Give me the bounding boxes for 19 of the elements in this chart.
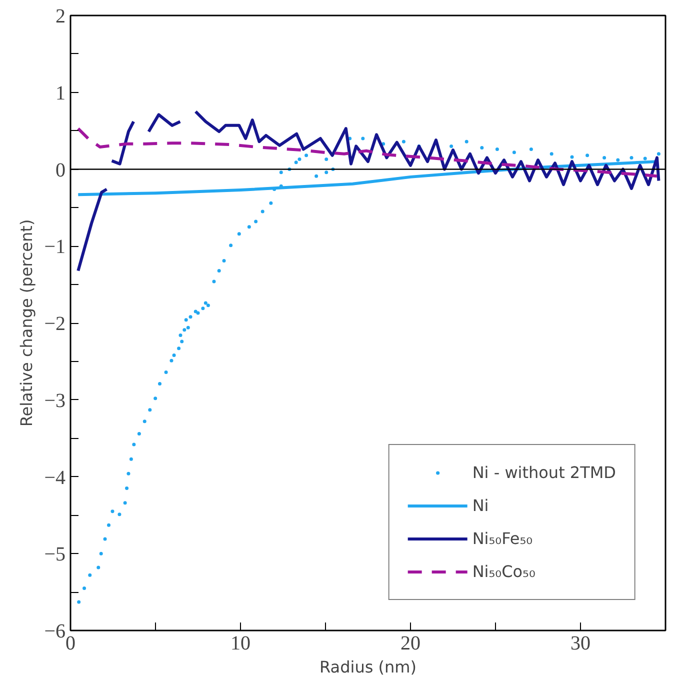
y-tick-label: −3 xyxy=(44,390,66,412)
x-axis-title: Radius (nm) xyxy=(320,658,416,676)
legend-label: Ni₅₀Fe₅₀ xyxy=(472,529,533,548)
line-series xyxy=(76,127,658,178)
y-tick-label: −6 xyxy=(44,620,66,642)
y-tick-label: −4 xyxy=(44,466,66,489)
legend-label: Ni₅₀Co₅₀ xyxy=(472,562,536,581)
legend-label: Ni xyxy=(472,496,490,515)
x-tick-label: 30 xyxy=(570,632,590,654)
y-axis-title: Relative change (percent) xyxy=(17,219,36,427)
y-tick-label: −5 xyxy=(44,544,66,566)
y-tick-label: −2 xyxy=(44,313,66,335)
y-tick-label: 1 xyxy=(56,82,66,104)
y-tick-label: 2 xyxy=(56,6,66,28)
y-tick-label: −1 xyxy=(44,236,66,258)
x-tick-label: 10 xyxy=(230,632,250,654)
x-tick-label: 20 xyxy=(400,632,420,654)
y-tick-label: 0 xyxy=(56,159,66,182)
legend-label: Ni - without 2TMD xyxy=(472,463,616,482)
